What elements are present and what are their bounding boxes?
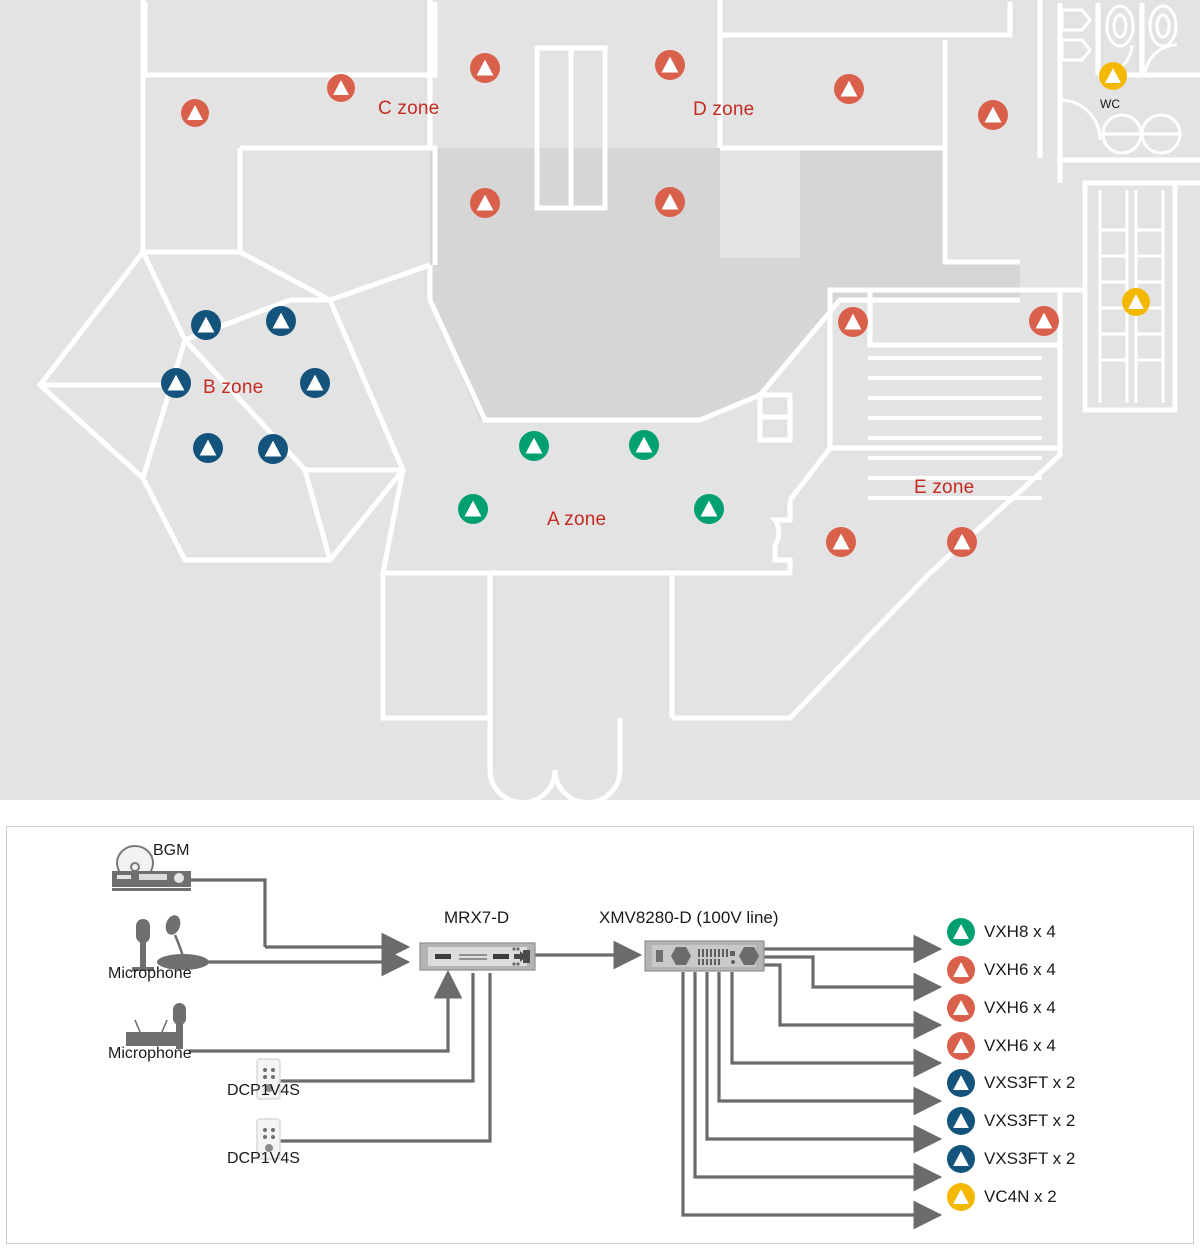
speaker-c-1-icon [181, 99, 209, 127]
speaker-b-6-icon [258, 434, 288, 464]
speaker-e-4-icon [947, 527, 977, 557]
output-vc4n-1-label: VC4N x 2 [984, 1187, 1057, 1206]
output-vxh6-2-label: VXH6 x 4 [984, 998, 1056, 1017]
output-vxh6-2-speaker-icon [947, 994, 975, 1022]
output-vxs3ft-2-speaker-icon [947, 1107, 975, 1135]
output-vxh8-1-label: VXH8 x 4 [984, 922, 1056, 941]
microphone-desk-label: Microphone [108, 965, 192, 982]
speaker-b-4-icon [300, 368, 330, 398]
speaker-b-1-icon [191, 310, 221, 340]
speaker-b-3-icon [161, 368, 191, 398]
output-vxs3ft-1-speaker-icon [947, 1069, 975, 1097]
speaker-d-3-icon [834, 74, 864, 104]
dcp1v4s-panel-2-icon [256, 1118, 281, 1160]
signal-flow-vector [112, 845, 943, 1230]
output-vxs3ft-2: VXS3FT x 2 [947, 1107, 1075, 1135]
output-vc4n-1-speaker-icon [947, 1183, 975, 1211]
output-vxs3ft-3-label: VXS3FT x 2 [984, 1149, 1076, 1168]
output-vxs3ft-1-label: VXS3FT x 2 [984, 1073, 1076, 1092]
speaker-b-5-icon [193, 433, 223, 463]
wireless-microphone-icon [126, 1003, 186, 1049]
output-vxh8-1-speaker-icon [947, 918, 975, 946]
speaker-a-4-icon [694, 494, 724, 524]
output-vxh6-3-speaker-icon [947, 1032, 975, 1060]
output-vc4n-1: VC4N x 2 [947, 1183, 1057, 1211]
output-vxh8-1: VXH8 x 4 [947, 918, 1056, 946]
mrx7-d-device-icon [419, 942, 536, 971]
speaker-d-2-icon [655, 187, 685, 217]
mrx7-d-label: MRX7-D [444, 908, 510, 927]
speaker-b-2-icon [266, 306, 296, 336]
zone-label-b: B zone [203, 377, 264, 398]
speaker-e-3-icon [826, 527, 856, 557]
system-diagram-panel: BGM Microphone Microphone DCP1V4S DCP1V4… [6, 826, 1194, 1244]
speaker-a-1-icon [519, 431, 549, 461]
speaker-e-1-icon [838, 307, 868, 337]
zone-label-c: C zone [378, 98, 440, 119]
xmv8280-d-label: XMV8280-D (100V line) [599, 908, 779, 927]
microphone-wireless-label: Microphone [108, 1045, 192, 1062]
speaker-a-2-icon [629, 430, 659, 460]
speaker-c-4-icon [470, 188, 500, 218]
speaker-escalator-icon [1122, 288, 1150, 316]
floor-plan-vector [36, 0, 1200, 800]
output-vxs3ft-1: VXS3FT x 2 [947, 1069, 1075, 1097]
output-vxh6-3: VXH6 x 4 [947, 1032, 1056, 1060]
dcp1v4s-label-1: DCP1V4S [227, 1082, 300, 1099]
output-vxs3ft-3-speaker-icon [947, 1145, 975, 1173]
output-vxh6-2: VXH6 x 4 [947, 994, 1056, 1022]
bgm-label: BGM [153, 842, 190, 859]
zone-label-e: E zone [914, 477, 975, 498]
output-vxh6-1-label: VXH6 x 4 [984, 960, 1056, 979]
output-vxh6-1-speaker-icon [947, 956, 975, 984]
speaker-wc-icon [1099, 62, 1127, 90]
speaker-c-3-icon [470, 53, 500, 83]
desk-microphone-icon [132, 915, 209, 971]
output-vxs3ft-3: VXS3FT x 2 [947, 1145, 1075, 1173]
output-vxh6-3-label: VXH6 x 4 [984, 1036, 1056, 1055]
dcp1v4s-label-2: DCP1V4S [227, 1150, 300, 1167]
floor-plan-map: C zone D zone B zone A zone E zone WC [0, 0, 1200, 800]
speaker-d-1-icon [655, 50, 685, 80]
speaker-d-4-icon [978, 100, 1008, 130]
xmv8280-d-device-icon [644, 940, 765, 972]
wc-room-label: WC [1100, 97, 1120, 111]
speaker-a-3-icon [458, 494, 488, 524]
output-vxs3ft-2-label: VXS3FT x 2 [984, 1111, 1076, 1130]
dcp1v4s-panel-1-icon [256, 1058, 281, 1100]
output-vxh6-1: VXH6 x 4 [947, 956, 1056, 984]
zone-label-a: A zone [547, 509, 607, 530]
zone-label-d: D zone [693, 99, 755, 120]
speaker-e-2-icon [1029, 306, 1059, 336]
speaker-c-2-icon [327, 74, 355, 102]
bgm-device-icon [112, 845, 191, 891]
